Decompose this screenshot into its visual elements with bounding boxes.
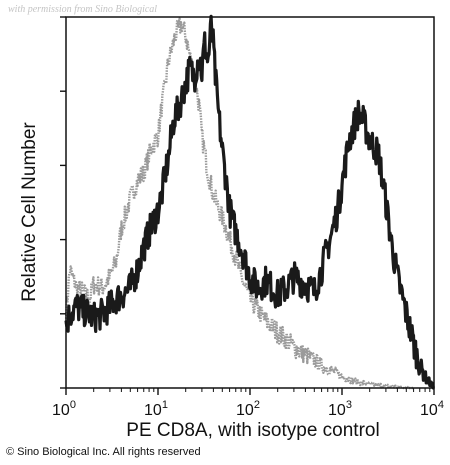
- series-pe-cd8a: [64, 14, 435, 390]
- x-tick-label: 103: [328, 399, 352, 419]
- watermark-text: with permission from Sino Biological: [8, 4, 158, 15]
- series-line-1: [64, 14, 435, 390]
- x-tick-label: 100: [52, 399, 76, 419]
- y-axis-label: Relative Cell Number: [19, 122, 40, 302]
- x-tick-label: 104: [420, 399, 444, 419]
- plot-frame: [65, 16, 435, 389]
- series-isotype-control: [64, 17, 415, 390]
- x-tick-label: 101: [144, 399, 168, 419]
- tick-layer: 100 101 102 103 104: [52, 16, 444, 419]
- series-line-0: [64, 17, 415, 390]
- copyright-text: © Sino Biological Inc. All rights reserv…: [6, 446, 201, 458]
- x-tick-label: 102: [236, 399, 260, 419]
- x-axis-label: PE CD8A, with isotype control: [126, 420, 380, 441]
- series-layer: [64, 14, 435, 390]
